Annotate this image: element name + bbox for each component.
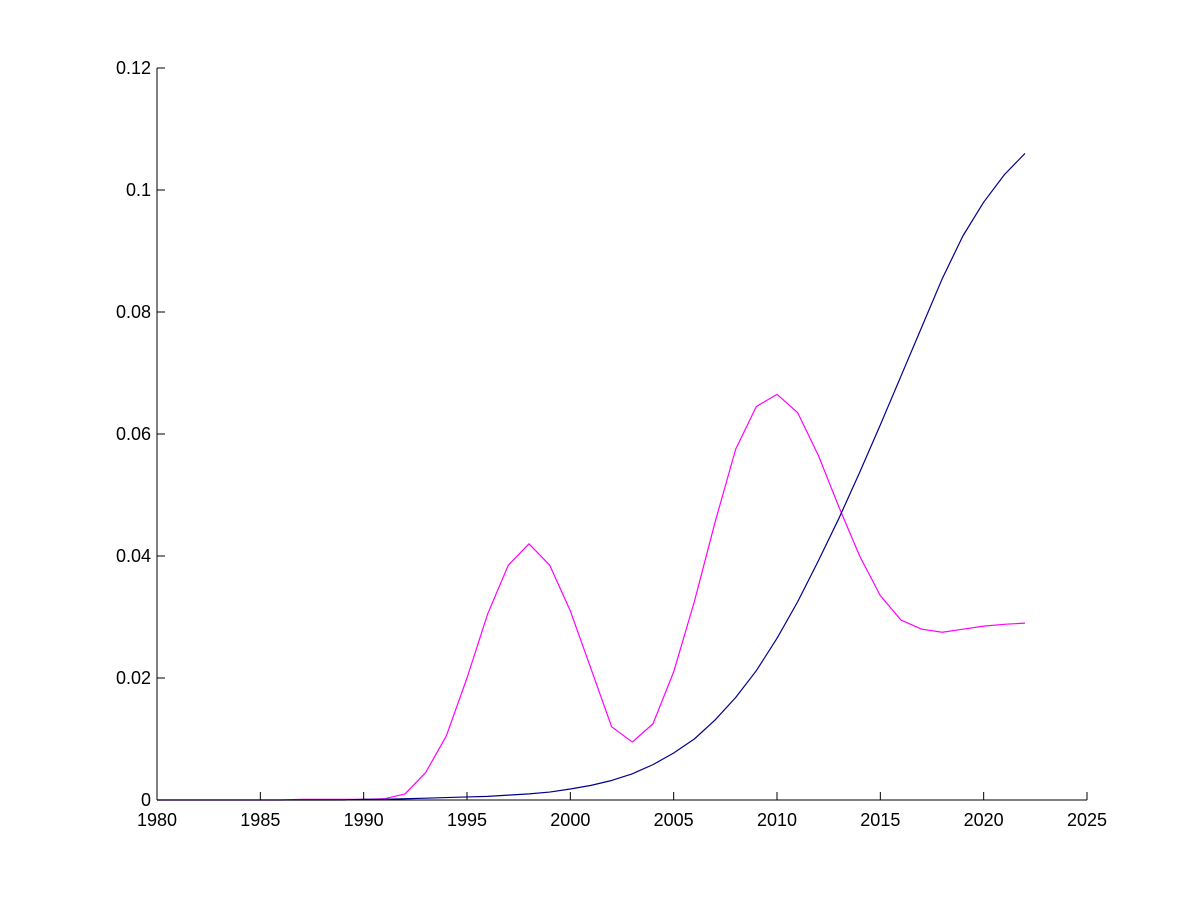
y-tick-label: 0.04 xyxy=(116,546,151,566)
x-tick-label: 2025 xyxy=(1067,810,1107,830)
x-tick-label: 1980 xyxy=(137,810,177,830)
y-axis-ticks: 0 0.02 0.04 0.06 0.08 0.1 0.12 xyxy=(116,58,165,810)
x-tick-label: 1990 xyxy=(344,810,384,830)
x-tick-label: 1985 xyxy=(240,810,280,830)
y-tick-label: 0.08 xyxy=(116,302,151,322)
x-tick-label: 2005 xyxy=(654,810,694,830)
x-tick-label: 1995 xyxy=(447,810,487,830)
series-line-1 xyxy=(157,393,1026,801)
x-axis-ticks: 1980 1985 1990 1995 2000 2005 2010 2015 2020 2025 xyxy=(137,792,1107,830)
y-tick-label: 0 xyxy=(141,790,151,810)
x-tick-label: 2020 xyxy=(964,810,1004,830)
x-tick-label: 2010 xyxy=(757,810,797,830)
y-tick-label: 0.06 xyxy=(116,424,151,444)
y-tick-label: 0.02 xyxy=(116,668,151,688)
x-tick-label: 2015 xyxy=(860,810,900,830)
y-tick-label: 0.12 xyxy=(116,58,151,78)
y-tick-label: 0.1 xyxy=(126,180,151,200)
x-tick-label: 2000 xyxy=(550,810,590,830)
